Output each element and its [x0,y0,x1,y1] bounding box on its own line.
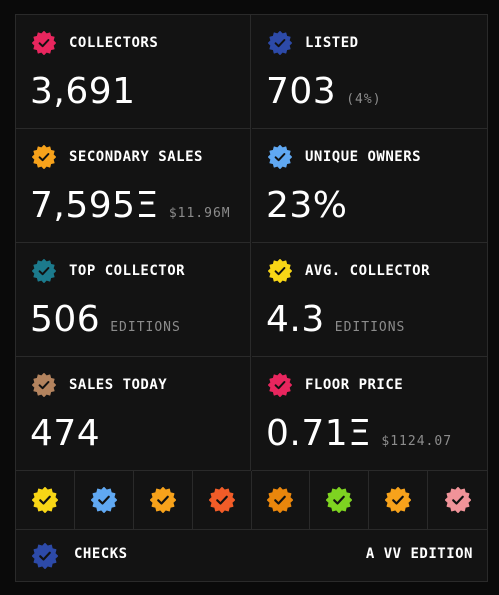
stat-value-row: 7,595Ξ $11.96M [30,185,231,226]
check-swatch[interactable] [134,471,193,529]
stat-subvalue: $1124.07 [381,434,453,449]
stat-value: 7,595Ξ [30,185,159,226]
check-swatch[interactable] [428,471,487,529]
stat-value-row: 703 (4%) [266,71,382,112]
stat-cell: AVG. COLLECTOR 4.3 EDITIONS [252,243,487,357]
check-swatch[interactable] [310,471,370,529]
check-badge-icon [208,487,235,513]
footer-bar: CHECKS A VV EDITION [16,530,487,581]
check-badge-icon [149,487,176,513]
check-swatch[interactable] [75,471,134,529]
check-badge-icon [32,259,56,283]
stat-value: 3,691 [30,71,136,112]
stat-value-row: 4.3 EDITIONS [266,299,405,340]
stat-value-row: 474 [30,413,110,454]
stat-header: AVG. COLLECTOR [268,259,430,283]
stat-label: LISTED [305,35,359,51]
stat-value-row: 0.71Ξ $1124.07 [266,413,452,454]
stat-label: SALES TODAY [69,377,168,393]
stat-cell: TOP COLLECTOR 506 EDITIONS [16,243,251,357]
stat-value-row: 3,691 [30,71,146,112]
check-swatch[interactable] [369,471,429,529]
stat-label: COLLECTORS [69,35,159,51]
check-badge-icon [32,543,58,569]
stat-subvalue: $11.96M [168,206,231,221]
edition-label[interactable]: A VV EDITION [365,546,473,562]
check-swatch[interactable] [193,471,252,529]
stat-label: UNIQUE OWNERS [305,149,422,165]
stat-header: TOP COLLECTOR [32,259,185,283]
stat-value: 474 [30,413,101,454]
stat-header: SECONDARY SALES [32,145,203,169]
stat-value: 23% [266,185,348,226]
check-swatch[interactable] [252,471,311,529]
check-badge-icon [385,487,412,513]
check-badge-icon [267,487,294,513]
check-badge-icon [268,145,292,169]
checks-color-row [16,471,487,530]
stat-label: AVG. COLLECTOR [305,263,431,279]
check-swatch[interactable] [16,471,75,529]
stat-label: TOP COLLECTOR [69,263,186,279]
stat-cell: SECONDARY SALES 7,595Ξ $11.96M [16,129,251,243]
check-badge-icon [268,259,292,283]
check-badge-icon [90,487,117,513]
stat-header: FLOOR PRICE [268,373,403,397]
stat-label: FLOOR PRICE [305,377,404,393]
stat-cell: FLOOR PRICE 0.71Ξ $1124.07 [252,357,487,471]
stat-value: 0.71Ξ [266,413,372,454]
stat-value: 4.3 [266,299,325,340]
stat-value: 703 [266,71,337,112]
check-badge-icon [32,145,56,169]
check-badge-icon [326,487,353,513]
stat-header: COLLECTORS [32,31,158,55]
stat-value: 506 [30,299,101,340]
stat-value-row: 506 EDITIONS [30,299,181,340]
stat-cell: LISTED 703 (4%) [252,15,487,129]
check-badge-icon [268,373,292,397]
stat-cell: UNIQUE OWNERS 23% [252,129,487,243]
stat-cell: COLLECTORS 3,691 [16,15,251,129]
stat-subvalue: EDITIONS [110,320,181,335]
stat-subvalue: (4%) [346,92,382,107]
stat-header: UNIQUE OWNERS [268,145,421,169]
stat-value-row: 23% [266,185,358,226]
check-badge-icon [32,373,56,397]
collection-title[interactable]: CHECKS [74,546,128,562]
check-badge-icon [444,487,471,513]
check-badge-icon [31,487,58,513]
checks-stats-panel: COLLECTORS 3,691 LISTED 703 (4%) SECONDARY SA… [15,14,488,582]
stat-header: SALES TODAY [32,373,167,397]
check-badge-icon [32,31,56,55]
stat-header: LISTED [268,31,359,55]
stat-cell: SALES TODAY 474 [16,357,251,471]
stat-subvalue: EDITIONS [334,320,406,335]
stat-label: SECONDARY SALES [69,149,203,165]
check-badge-icon [268,31,292,55]
